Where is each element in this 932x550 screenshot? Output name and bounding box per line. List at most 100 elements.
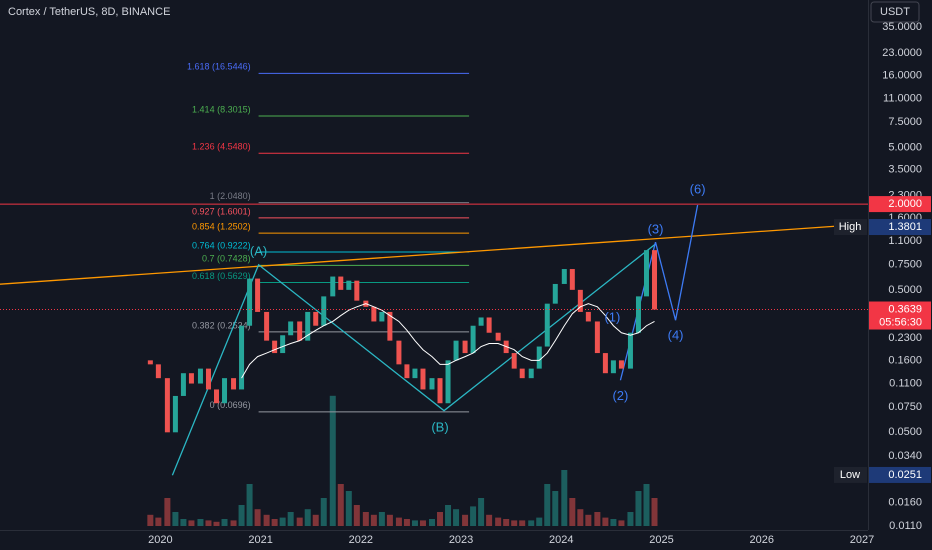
y-tick-label: 35.0000	[882, 21, 922, 33]
y-tick-label: 7.5000	[888, 116, 922, 128]
volume-bar	[651, 498, 658, 526]
chart-title: Cortex / TetherUS, 8D, BINANCE	[8, 6, 170, 18]
trend-line	[171, 243, 656, 476]
volume-bar	[544, 484, 551, 526]
volume-bar	[263, 514, 270, 526]
fib-label: 1.236 (4.5480)	[192, 142, 251, 152]
candle-body	[280, 335, 286, 354]
volume-bar	[164, 498, 171, 526]
candle-body	[486, 317, 492, 333]
volume-bar	[378, 512, 385, 526]
volume-bar	[147, 514, 154, 526]
candle-body	[371, 306, 377, 322]
high-tag-box	[834, 219, 867, 236]
y-tick-label: 11.0000	[883, 93, 922, 105]
wave-label: (2)	[612, 388, 628, 403]
x-tick-label: 2027	[850, 534, 874, 546]
volume-bar	[635, 491, 642, 526]
low-value: 0.0251	[888, 469, 922, 481]
candle-body	[470, 325, 476, 354]
volume-bar	[246, 484, 253, 526]
volume-bar	[478, 498, 485, 526]
volume-bar	[329, 395, 336, 526]
candle-body	[338, 276, 344, 290]
volume-bar	[643, 484, 650, 526]
y-tick-label: 5.0000	[888, 141, 922, 153]
volume-bar	[585, 514, 592, 526]
volume-bar	[395, 517, 402, 526]
candle-body	[495, 332, 501, 341]
candle-body	[552, 283, 558, 304]
volume-bar	[577, 509, 584, 526]
wave-label: (3)	[648, 222, 664, 237]
candle-body	[577, 289, 583, 312]
wave-label: (1)	[604, 310, 620, 325]
candle-body	[536, 346, 542, 369]
candle-body	[379, 311, 385, 322]
candle-body	[255, 278, 261, 312]
volume-bar	[345, 491, 352, 526]
volume-bar	[552, 491, 559, 526]
fib-label: 1 (2.0480)	[210, 191, 251, 201]
candle-body	[569, 269, 575, 290]
currency-button[interactable]	[870, 1, 920, 23]
wave-label: (6)	[690, 182, 706, 197]
candle-body	[511, 353, 517, 369]
y-tick-label: 0.5000	[888, 284, 922, 296]
candle-body	[627, 332, 633, 369]
candle-body	[305, 311, 311, 341]
fib-label: 0.927 (1.6001)	[192, 206, 251, 216]
candle-body	[321, 296, 327, 326]
candle-body	[147, 360, 153, 365]
volume-bar	[254, 509, 261, 526]
volume-bar	[528, 520, 535, 526]
volume-bar	[437, 512, 444, 526]
y-tick-label: 0.1600	[888, 354, 922, 366]
volume-bar	[386, 514, 393, 526]
candle-body	[387, 311, 393, 341]
candle-body	[396, 340, 402, 365]
volume-bar	[536, 517, 543, 526]
volume-bar	[627, 512, 634, 526]
candle-body	[519, 368, 525, 379]
y-tick-label: 16.0000	[882, 69, 922, 81]
volume-bar	[287, 512, 294, 526]
volume-bar	[569, 498, 576, 526]
fib-label: 1.414 (8.3015)	[192, 104, 251, 114]
volume-bar	[561, 470, 568, 526]
fib-label: 0.618 (0.5629)	[192, 271, 251, 281]
volume-bar	[304, 509, 311, 526]
last-price-box	[869, 301, 931, 330]
volume-bar	[594, 512, 601, 526]
volume-bar	[618, 520, 625, 526]
candle-body	[272, 340, 278, 354]
candle-body	[602, 353, 608, 374]
candle-body	[437, 378, 443, 404]
y-tick-label: 23.0000	[882, 47, 922, 59]
volume-bar	[370, 514, 377, 526]
candle-body	[635, 296, 641, 333]
volume-bar	[411, 520, 418, 526]
volume-bar	[221, 519, 228, 526]
fib-label: 0.764 (0.9222)	[192, 240, 251, 250]
candle-body	[313, 311, 319, 326]
candle-body	[544, 303, 550, 347]
y-tick-label: 1.1000	[888, 235, 922, 247]
x-tick-label: 2022	[349, 534, 373, 546]
volume-bar	[271, 519, 278, 526]
currency-label[interactable]: USDT	[880, 6, 910, 18]
wave-label: (A)	[250, 244, 267, 259]
wave-label: (B)	[431, 420, 448, 435]
volume-bar	[403, 519, 410, 526]
fib-label: 1.618 (16.5446)	[187, 62, 251, 72]
candle-body	[164, 378, 170, 433]
candle-body	[594, 321, 600, 354]
low-tag: Low	[840, 469, 860, 481]
candle-body	[197, 368, 203, 384]
volume-bar	[213, 521, 220, 526]
moving-average	[241, 303, 655, 379]
high-tag: High	[839, 221, 862, 233]
volume-bar	[188, 520, 195, 526]
low-tag-box	[834, 466, 867, 483]
